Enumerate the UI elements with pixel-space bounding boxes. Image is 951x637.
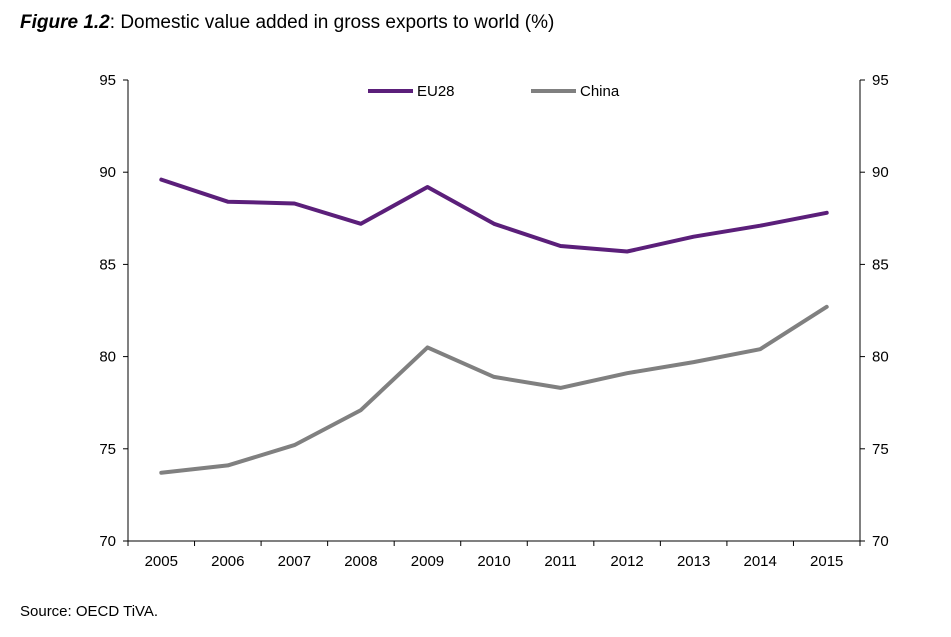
x-tick-label: 2006 — [211, 553, 244, 570]
y-tick-label-right: 95 — [872, 72, 889, 89]
y-tick-label-left: 95 — [99, 72, 116, 89]
y-tick-label-right: 90 — [872, 164, 889, 181]
y-tick-label-right: 80 — [872, 349, 889, 366]
x-tick-label: 2014 — [743, 553, 776, 570]
data-point-china — [159, 471, 163, 475]
data-point-china — [825, 305, 829, 309]
y-tick-label-left: 90 — [99, 164, 116, 181]
y-tick-label-right: 70 — [872, 533, 889, 550]
data-point-eu28 — [559, 244, 563, 248]
data-point-eu28 — [825, 211, 829, 215]
data-point-eu28 — [625, 249, 629, 253]
data-point-china — [625, 371, 629, 375]
figure-title: Figure 1.2: Domestic value added in gros… — [20, 12, 554, 34]
y-tick-label-left: 75 — [99, 441, 116, 458]
source-note: Source: OECD TiVA. — [20, 603, 159, 620]
legend-label-eu28: EU28 — [417, 83, 455, 100]
data-point-china — [425, 345, 429, 349]
x-tick-label: 2013 — [677, 553, 710, 570]
data-point-china — [292, 443, 296, 447]
data-point-eu28 — [292, 202, 296, 206]
data-point-china — [359, 408, 363, 412]
y-tick-label-left: 85 — [99, 256, 116, 273]
data-point-eu28 — [492, 222, 496, 226]
data-point-china — [758, 347, 762, 351]
data-point-china — [692, 360, 696, 364]
figure-title-text: Domestic value added in gross exports to… — [120, 12, 555, 33]
data-point-eu28 — [159, 178, 163, 182]
data-point-china — [226, 463, 230, 467]
data-point-eu28 — [692, 235, 696, 239]
line-chart: 70 70 75 75 80 80 85 85 90 90 95 95 2005 2006 2007 2008… — [99, 72, 889, 570]
legend-label-china: China — [580, 83, 620, 100]
x-tick-label: 2011 — [544, 553, 576, 570]
y-tick-label-right: 85 — [872, 256, 889, 273]
data-point-eu28 — [758, 224, 762, 228]
data-point-eu28 — [226, 200, 230, 204]
data-point-china — [492, 375, 496, 379]
y-tick-label-left: 70 — [99, 533, 116, 550]
x-tick-label: 2015 — [810, 553, 843, 570]
y-tick-label-right: 75 — [872, 441, 889, 458]
x-tick-label: 2012 — [610, 553, 643, 570]
figure-label: Figure 1.2 — [20, 12, 110, 33]
data-point-eu28 — [359, 222, 363, 226]
x-tick-label: 2005 — [145, 553, 178, 570]
data-point-china — [559, 386, 563, 390]
figure-title-separator: : — [109, 12, 121, 33]
x-tick-label: 2010 — [477, 553, 510, 570]
x-tick-label: 2008 — [344, 553, 377, 570]
x-tick-label: 2007 — [278, 553, 311, 570]
series-line-eu28 — [159, 177, 829, 254]
y-tick-label-left: 80 — [99, 349, 116, 366]
series-line-china — [159, 304, 829, 475]
data-point-eu28 — [425, 185, 429, 189]
x-tick-label: 2009 — [411, 553, 444, 570]
